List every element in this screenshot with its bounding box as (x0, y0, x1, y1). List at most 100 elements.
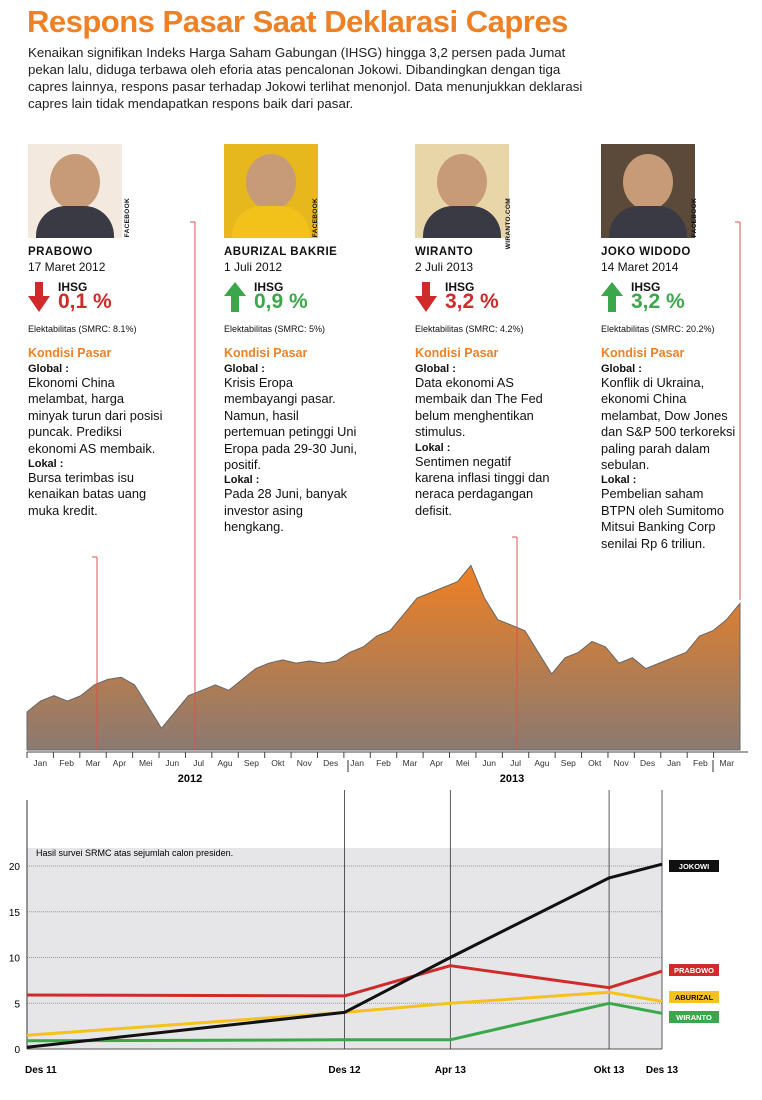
candidate-photo (224, 144, 318, 238)
photo-credit: FACEBOOK (312, 198, 319, 238)
lokal-label: Lokal : (601, 474, 637, 487)
global-label: Global : (415, 363, 456, 375)
page-title: Respons Pasar Saat Deklarasi Capres (27, 4, 568, 39)
candidate-name: ABURIZAL BAKRIE (224, 246, 338, 258)
y-tick-label: 15 (9, 908, 21, 919)
month-label: Jan (33, 758, 47, 768)
elektabilitas: Elektabilitas (SMRC: 8.1%) (28, 324, 137, 334)
month-label: Okt (588, 758, 602, 768)
month-label: Des (323, 758, 338, 768)
month-label: Jan (667, 758, 681, 768)
legend-tag (669, 991, 719, 1003)
candidate-name: PRABOWO (28, 246, 93, 258)
kondisi-pasar-heading: Kondisi Pasar (415, 346, 499, 360)
global-label: Global : (28, 363, 69, 375)
global-text: Data ekonomi AS membaik dan The Fed belu… (415, 375, 543, 440)
photo-credit: WIRANTO.COM (505, 198, 512, 250)
month-label: Mar (403, 758, 418, 768)
ihsg-value: 0,1 % (58, 290, 112, 313)
global-label: Global : (224, 363, 265, 375)
lokal-text: Sentimen negatif karena inflasi tinggi d… (415, 453, 550, 518)
global-text: Krisis Eropa membayangi pasar. Namun, ha… (224, 375, 358, 473)
global-label: Global : (601, 363, 642, 375)
arrow-up-icon (601, 282, 623, 312)
y-tick-label: 10 (9, 954, 21, 965)
month-label: Sep (561, 758, 576, 768)
month-label: Sep (244, 758, 259, 768)
ihsg-value: 3,2 % (631, 290, 685, 313)
year-label: 2012 (178, 773, 202, 785)
ihsg-label: IHSG (58, 280, 88, 294)
ihsg-area (26, 564, 741, 751)
lokal-label: Lokal : (415, 441, 451, 454)
candidate-card: JOKO WIDODO 14 Maret 2014 IHSG 3,2 % Ele… (601, 246, 736, 552)
month-label: Feb (376, 758, 391, 768)
kondisi-pasar-heading: Kondisi Pasar (28, 346, 112, 360)
candidate-photo (601, 144, 695, 238)
lokal-text: Pada 28 Juni, banyak investor asing heng… (224, 486, 348, 535)
candidate-card: PRABOWO 17 Maret 2012 IHSG 0,1 % Elektab… (28, 246, 163, 519)
lokal-label: Lokal : (28, 458, 64, 471)
candidate-card: ABURIZAL BAKRIE 1 Juli 2012 IHSG 0,9 % E… (224, 246, 359, 536)
y-tick-label: 5 (14, 999, 20, 1010)
arrow-down-icon (28, 282, 50, 312)
ihsg-label: IHSG (631, 280, 661, 294)
ihsg-label: IHSG (254, 280, 284, 294)
month-label: Agu (534, 758, 549, 768)
lead-paragraph: Kenaikan signifikan Indeks Harga Saham G… (28, 45, 583, 111)
x-tick-label: Des 12 (328, 1065, 361, 1076)
month-label: Mar (86, 758, 101, 768)
month-label: Jul (193, 758, 204, 768)
legend-tag (669, 964, 719, 976)
legend-label: ABURIZAL (675, 993, 714, 1002)
lokal-text: Pembelian saham BTPN oleh Sumitomo Mitsu… (601, 486, 725, 551)
legend-label: PRABOWO (674, 966, 714, 975)
month-label: Apr (430, 758, 443, 768)
elektabilitas: Elektabilitas (SMRC: 20.2%) (601, 324, 715, 334)
arrow-down-icon (415, 282, 437, 312)
year-label: 2013 (500, 773, 524, 785)
month-label: Jun (482, 758, 496, 768)
candidate-photo (28, 144, 122, 238)
photo-credit: FACEBOOK (124, 198, 131, 238)
month-label: Nov (614, 758, 630, 768)
month-label: Feb (59, 758, 74, 768)
x-tick-label: Des 13 (646, 1065, 679, 1076)
lokal-label: Lokal : (224, 474, 260, 487)
month-label: Jun (165, 758, 179, 768)
ihsg-label: IHSG (445, 280, 475, 294)
month-label: Mar (719, 758, 734, 768)
global-text: Konflik di Ukraina, ekonomi China melamb… (601, 375, 736, 473)
x-tick-label: Apr 13 (435, 1065, 467, 1076)
y-tick-label: 0 (14, 1045, 20, 1056)
candidate-name: WIRANTO (415, 246, 474, 258)
declaration-date: 14 Maret 2014 (601, 260, 679, 274)
declaration-date: 17 Maret 2012 (28, 260, 106, 274)
series-line-aburizal (26, 990, 663, 1037)
month-label: Agu (217, 758, 232, 768)
month-label: Jan (350, 758, 364, 768)
legend-label: WIRANTO (676, 1013, 712, 1022)
ihsg-value: 3,2 % (445, 290, 499, 313)
declaration-date: 1 Juli 2012 (224, 260, 283, 274)
x-tick-label: Okt 13 (594, 1065, 625, 1076)
x-tick-label: Des 11 (25, 1065, 57, 1076)
kondisi-pasar-heading: Kondisi Pasar (224, 346, 308, 360)
month-label: Mei (139, 758, 153, 768)
arrow-up-icon (224, 282, 246, 312)
month-label: Nov (297, 758, 313, 768)
elektabilitas: Elektabilitas (SMRC: 4.2%) (415, 324, 524, 334)
month-label: Des (640, 758, 655, 768)
elektabilitas: Elektabilitas (SMRC: 5%) (224, 324, 326, 334)
series-line-prabowo (26, 964, 663, 998)
declaration-date: 2 Juli 2013 (415, 260, 474, 274)
month-label: Feb (693, 758, 708, 768)
y-tick-label: 20 (9, 862, 21, 873)
candidate-name: JOKO WIDODO (601, 246, 691, 258)
month-label: Mei (456, 758, 470, 768)
ihsg-value: 0,9 % (254, 290, 308, 313)
global-text: Ekonomi China melambat, harga minyak tur… (28, 375, 163, 456)
candidate-photo (415, 144, 509, 238)
month-label: Jul (510, 758, 521, 768)
